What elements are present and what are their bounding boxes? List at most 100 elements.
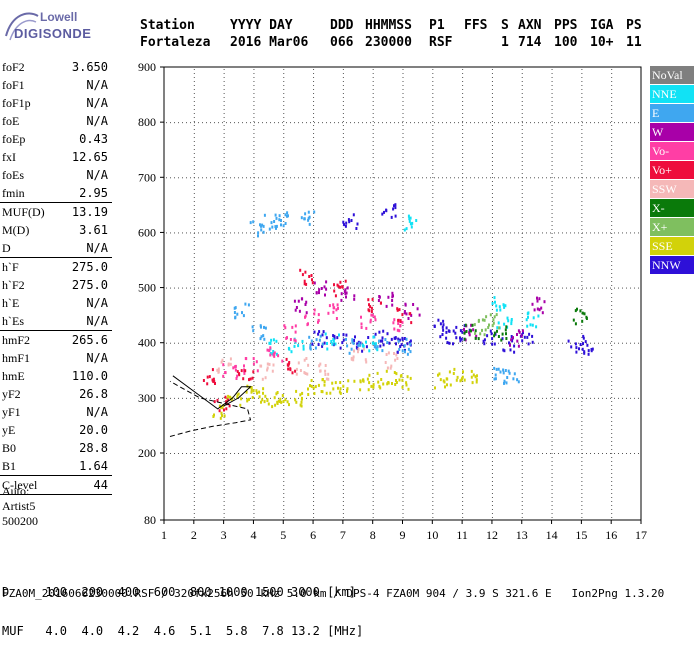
grid-dot bbox=[521, 101, 523, 102]
grid-dot bbox=[342, 145, 344, 146]
grid-dot bbox=[551, 489, 553, 490]
grid-dot bbox=[313, 161, 315, 162]
grid-dot bbox=[432, 241, 434, 242]
grid-dot bbox=[218, 122, 219, 124]
echo-point bbox=[324, 373, 327, 376]
echo-point bbox=[394, 206, 397, 210]
echo-point bbox=[378, 330, 381, 334]
grid-dot bbox=[193, 137, 195, 138]
grid-dot bbox=[218, 287, 219, 289]
grid-dot bbox=[611, 405, 613, 406]
grid-dot bbox=[402, 345, 404, 346]
grid-dot bbox=[611, 185, 613, 186]
grid-dot bbox=[521, 469, 523, 470]
grid-dot bbox=[611, 149, 613, 150]
grid-dot bbox=[550, 232, 551, 234]
grid-dot bbox=[630, 122, 631, 124]
grid-dot bbox=[622, 122, 623, 124]
echo-point bbox=[397, 318, 400, 322]
grid-dot bbox=[193, 381, 195, 382]
echo-point bbox=[471, 381, 474, 385]
grid-dot bbox=[193, 293, 195, 294]
grid-dot bbox=[402, 517, 404, 518]
grid-dot bbox=[342, 397, 344, 398]
echo-point bbox=[344, 224, 347, 228]
grid-dot bbox=[432, 513, 434, 514]
grid-dot bbox=[402, 369, 404, 370]
echo-point bbox=[264, 394, 267, 398]
grid-dot bbox=[338, 342, 339, 344]
grid-dot bbox=[342, 237, 344, 238]
grid-dot bbox=[326, 397, 327, 399]
grid-dot bbox=[193, 357, 195, 358]
grid-dot bbox=[313, 249, 315, 250]
grid-dot bbox=[402, 477, 404, 478]
echo-point bbox=[536, 296, 538, 300]
grid-dot bbox=[283, 301, 285, 302]
grid-dot bbox=[330, 453, 331, 454]
grid-dot bbox=[626, 177, 627, 179]
grid-dot bbox=[182, 342, 183, 344]
grid-dot bbox=[223, 197, 225, 198]
grid-dot bbox=[402, 305, 404, 306]
grid-dot bbox=[491, 277, 493, 278]
grid-dot bbox=[522, 232, 523, 234]
grid-dot bbox=[372, 381, 374, 382]
grid-dot bbox=[462, 409, 464, 410]
echo-point bbox=[371, 341, 374, 345]
grid-dot bbox=[278, 397, 279, 399]
echo-point bbox=[501, 337, 504, 341]
echo-point bbox=[535, 325, 538, 329]
echo-point bbox=[360, 322, 363, 326]
grid-dot bbox=[270, 232, 271, 234]
echo-point bbox=[365, 340, 367, 344]
grid-dot bbox=[318, 122, 319, 124]
grid-dot bbox=[551, 385, 553, 386]
grid-dot bbox=[432, 277, 434, 278]
grid-dot bbox=[283, 229, 285, 230]
echo-point bbox=[359, 379, 362, 383]
grid-dot bbox=[502, 397, 503, 399]
echo-point bbox=[575, 346, 578, 350]
muf-table: D 100 200 400 600 800 1000 1500 3000 [km… bbox=[2, 560, 363, 651]
grid-dot bbox=[313, 321, 315, 322]
grid-dot bbox=[551, 73, 553, 74]
grid-dot bbox=[313, 489, 315, 490]
grid-dot bbox=[582, 122, 583, 124]
grid-dot bbox=[581, 193, 583, 194]
grid-dot bbox=[186, 397, 187, 399]
grid-dot bbox=[450, 453, 451, 454]
echo-point bbox=[355, 227, 358, 230]
grid-dot bbox=[611, 165, 613, 166]
grid-dot bbox=[372, 177, 374, 178]
grid-dot bbox=[462, 401, 464, 402]
grid-dot bbox=[372, 273, 374, 274]
grid-dot bbox=[446, 232, 447, 234]
grid-dot bbox=[611, 493, 613, 494]
grid-dot bbox=[491, 157, 493, 158]
grid-dot bbox=[558, 453, 559, 454]
echo-point bbox=[533, 308, 536, 312]
grid-dot bbox=[432, 505, 434, 506]
echo-point bbox=[474, 375, 477, 379]
param-value: 110.0 bbox=[71, 369, 108, 383]
echo-point bbox=[309, 347, 312, 351]
grid-dot bbox=[482, 397, 483, 399]
grid-dot bbox=[253, 417, 255, 418]
echo-point bbox=[503, 381, 505, 385]
grid-dot bbox=[521, 161, 523, 162]
grid-dot bbox=[223, 301, 225, 302]
param-row: foE N/A bbox=[0, 112, 112, 130]
grid-dot bbox=[313, 441, 315, 442]
grid-dot bbox=[611, 437, 613, 438]
grid-dot bbox=[253, 177, 255, 178]
grid-dot bbox=[223, 173, 225, 174]
grid-dot bbox=[611, 289, 613, 290]
echo-point bbox=[517, 344, 520, 348]
grid-dot bbox=[590, 287, 591, 289]
grid-dot bbox=[310, 397, 311, 399]
param-label: h`F bbox=[2, 260, 19, 274]
grid-dot bbox=[491, 349, 493, 350]
grid-dot bbox=[432, 133, 434, 134]
grid-dot bbox=[462, 177, 463, 179]
